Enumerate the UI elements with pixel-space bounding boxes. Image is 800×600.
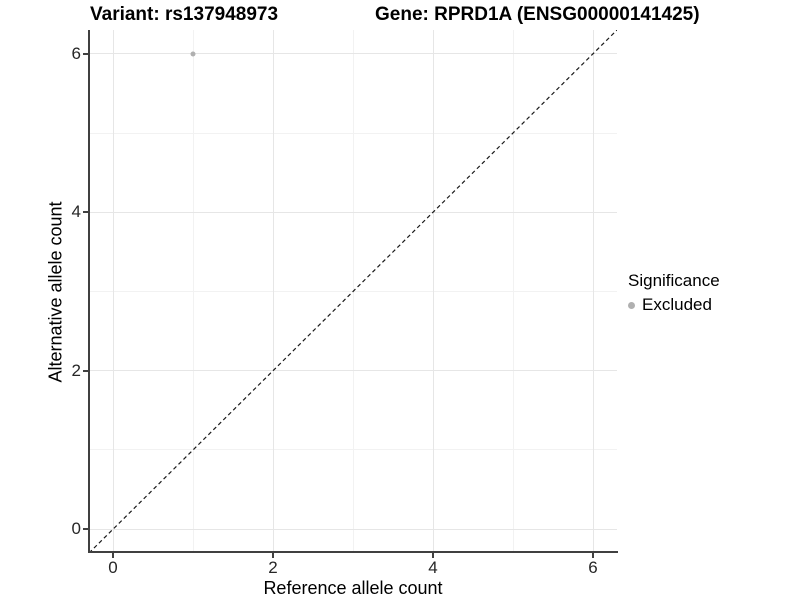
legend-entry-excluded: Excluded	[628, 295, 720, 315]
plot-panel	[89, 30, 617, 553]
identity-line	[89, 30, 617, 553]
y-tick	[83, 369, 89, 372]
x-tick-label: 6	[588, 558, 598, 577]
x-tick-label: 0	[108, 558, 118, 577]
x-axis-line	[88, 551, 618, 553]
y-tick	[83, 528, 89, 531]
x-tick	[592, 553, 594, 558]
y-minor-gridline	[89, 449, 617, 451]
y-axis-line	[88, 30, 90, 553]
y-minor-gridline	[89, 132, 617, 134]
y-tick	[83, 211, 89, 214]
x-major-gridline	[272, 30, 274, 553]
x-tick-label: 4	[428, 558, 438, 577]
legend-entry-label: Excluded	[642, 295, 712, 314]
y-tick-label: 4	[71, 202, 81, 222]
legend-title: Significance	[628, 271, 720, 290]
y-tick-label: 6	[71, 43, 81, 63]
x-major-gridline	[112, 30, 114, 553]
x-major-gridline	[592, 30, 594, 553]
plot-title-gene: Gene: RPRD1A (ENSG00000141425)	[375, 4, 700, 25]
y-axis-title: Alternative allele count	[45, 201, 66, 383]
x-axis-title: Reference allele count	[263, 578, 443, 598]
identity-dashed-line	[89, 30, 617, 553]
y-tick	[83, 52, 89, 55]
legend: Significance Excluded	[628, 271, 720, 315]
x-tick	[432, 553, 434, 558]
y-major-gridline	[89, 211, 617, 213]
x-tick	[272, 553, 274, 558]
y-major-gridline	[89, 528, 617, 530]
data-point-excluded	[190, 51, 196, 57]
y-tick-label: 2	[71, 360, 81, 380]
x-major-gridline	[432, 30, 434, 553]
grid-layer	[89, 30, 617, 553]
x-tick	[112, 553, 114, 558]
y-major-gridline	[89, 53, 617, 55]
plot-title-variant: Variant: rs137948973	[90, 4, 279, 25]
y-major-gridline	[89, 370, 617, 372]
legend-point-icon	[628, 301, 635, 309]
y-tick-label: 0	[71, 519, 81, 539]
x-tick-label: 2	[268, 558, 278, 577]
